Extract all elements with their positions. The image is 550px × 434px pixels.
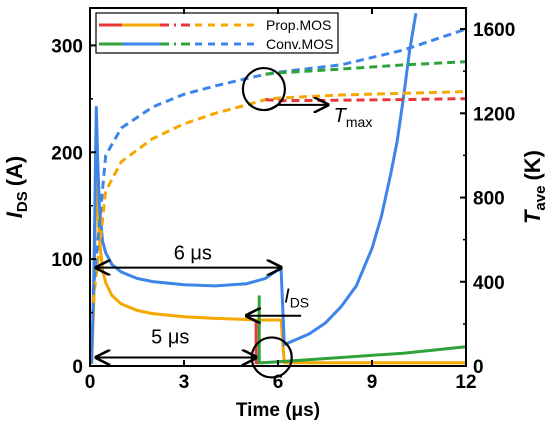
series-prop-mos-t-ave-3 — [265, 97, 467, 103]
y-left-tick-label: 100 — [51, 250, 83, 271]
y-right-tick-label: 400 — [473, 273, 505, 294]
x-tick-label: 3 — [179, 372, 190, 393]
x-tick-label: 0 — [85, 372, 96, 393]
series-conv-mos-t-ave-5 — [265, 60, 467, 76]
y-left-tick-label: 0 — [72, 357, 83, 378]
series-prop-mos-t-ave-2 — [91, 90, 467, 303]
legend-label-conv-mos: Conv.MOS — [266, 36, 333, 52]
tmax-annotation-sub: max — [346, 114, 372, 130]
y-left-title-main: I — [2, 211, 27, 218]
legend-box — [95, 12, 339, 54]
y-right-tick-label: 0 — [473, 357, 484, 378]
series-conv-mos-t-ave-4 — [91, 27, 467, 293]
series-conv-mos-i-ds-7 — [257, 295, 467, 365]
series-prop-mos-i-ds-0 — [90, 166, 466, 365]
tmax-highlight-circle — [241, 66, 286, 112]
legend: Prop.MOS Conv.MOS — [95, 12, 339, 54]
y-right-title-unit: (K) — [520, 150, 545, 181]
y-right-tick-label: 1200 — [473, 104, 515, 125]
ids-annotation-label: IDS — [284, 286, 309, 311]
y-left-axis-title: IDS (A) — [2, 156, 31, 219]
ids-annotation-main: I — [284, 286, 290, 308]
legend-entry-conv-mos: Conv.MOS — [99, 36, 333, 52]
tmax-annotation-main: T — [334, 105, 348, 127]
x-axis-title: Time (μs) — [236, 400, 320, 421]
x-tick-label: 6 — [273, 372, 284, 393]
x-tick-label: 9 — [367, 372, 378, 393]
y-left-tick-label: 300 — [51, 36, 83, 57]
tmax-pointer-arrow — [269, 105, 328, 109]
x-tick-label: 12 — [455, 372, 476, 393]
y-right-axis-title: Tave (K) — [520, 150, 549, 224]
annotation-layer: 6 μs 5 μs IDS Tmax — [96, 66, 373, 379]
y-left-title-unit: (A) — [2, 156, 27, 187]
legend-entry-prop-mos: Prop.MOS — [99, 17, 331, 33]
y-right-title-sub: ave — [532, 186, 549, 211]
six-microsecond-label: 6 μs — [174, 243, 212, 265]
y-right-title-main: T — [520, 209, 545, 224]
y-right-tick-label: 800 — [473, 189, 505, 210]
y-left-tick-label: 200 — [51, 143, 83, 164]
legend-label-prop-mos: Prop.MOS — [266, 17, 331, 33]
ids-annotation-sub: DS — [290, 295, 309, 311]
y-left-title-sub: DS — [14, 191, 31, 212]
y-right-tick-label: 1600 — [473, 20, 515, 41]
five-microsecond-label: 5 μs — [151, 326, 189, 348]
series-layer — [90, 13, 467, 365]
ids-highlight-circle — [250, 336, 293, 379]
tmax-annotation-label: Tmax — [334, 105, 373, 130]
